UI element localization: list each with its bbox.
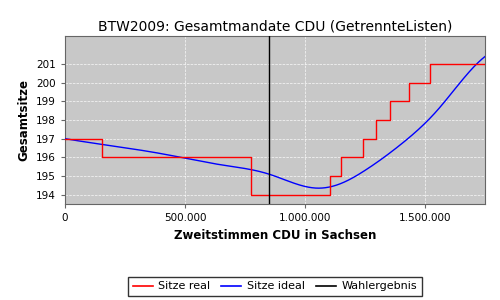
Y-axis label: Gesamtsitze: Gesamtsitze — [18, 79, 30, 161]
Title: BTW2009: Gesamtmandate CDU (GetrennteListen): BTW2009: Gesamtmandate CDU (GetrennteLis… — [98, 20, 452, 33]
Legend: Sitze real, Sitze ideal, Wahlergebnis: Sitze real, Sitze ideal, Wahlergebnis — [128, 277, 422, 296]
X-axis label: Zweitstimmen CDU in Sachsen: Zweitstimmen CDU in Sachsen — [174, 229, 376, 242]
